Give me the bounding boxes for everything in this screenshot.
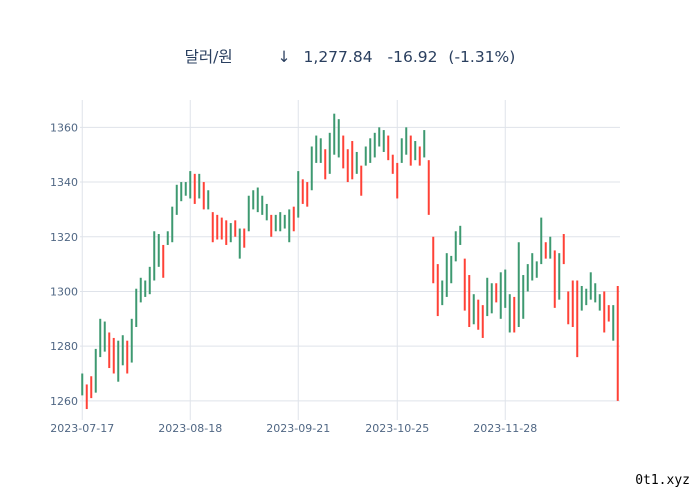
y-tick-label: 1320 xyxy=(50,231,78,244)
y-tick-label: 1300 xyxy=(50,285,78,298)
x-tick-label: 2023-11-28 xyxy=(473,422,537,435)
y-tick-label: 1280 xyxy=(50,340,78,353)
header-change-pct: (-1.31%) xyxy=(448,48,515,66)
grid-lines xyxy=(80,100,620,420)
header-change: -16.92 xyxy=(388,48,438,66)
ohlc-bars xyxy=(81,113,619,410)
header-price: 1,277.84 xyxy=(304,48,373,66)
chart-header: 달러/원 ↓ 1,277.84 -16.92 (-1.31%) xyxy=(185,48,516,66)
header-arrow: ↓ xyxy=(278,48,291,66)
y-axis-ticks: 1260 1280 1300 1320 1340 1360 xyxy=(50,121,78,408)
y-tick-label: 1360 xyxy=(50,121,78,134)
y-tick-label: 1260 xyxy=(50,395,78,408)
x-tick-label: 2023-09-21 xyxy=(266,422,330,435)
y-tick-label: 1340 xyxy=(50,176,78,189)
x-tick-label: 2023-10-25 xyxy=(365,422,429,435)
x-tick-label: 2023-08-18 xyxy=(158,422,222,435)
header-name: 달러/원 xyxy=(185,48,233,66)
x-tick-label: 2023-07-17 xyxy=(50,422,114,435)
x-axis-ticks: 2023-07-17 2023-08-18 2023-09-21 2023-10-25… xyxy=(50,422,537,435)
watermark: 0t1.xyz xyxy=(635,473,690,488)
